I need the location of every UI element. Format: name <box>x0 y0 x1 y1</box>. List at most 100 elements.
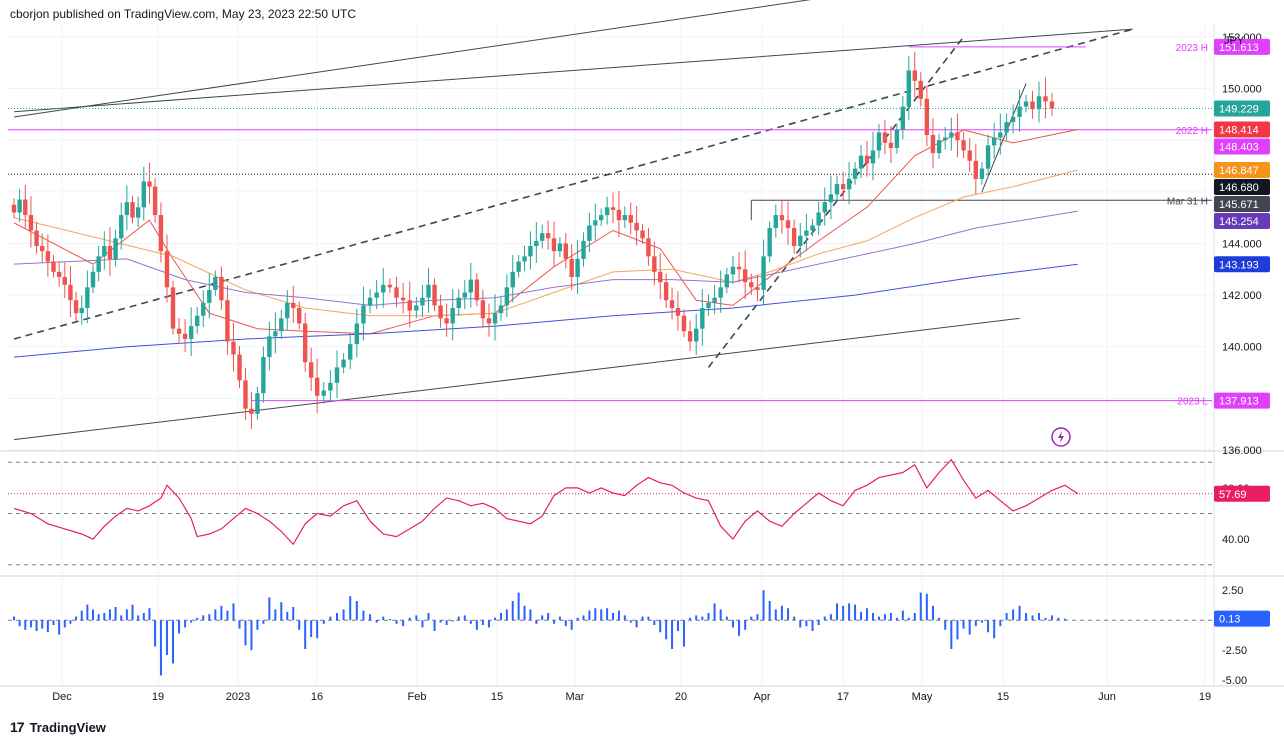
candle[interactable] <box>23 184 28 229</box>
candle[interactable] <box>164 234 170 303</box>
candle[interactable] <box>1049 92 1055 117</box>
candle[interactable] <box>1023 95 1029 113</box>
candle[interactable] <box>176 318 182 344</box>
candle[interactable] <box>255 386 260 420</box>
candle[interactable] <box>420 285 425 317</box>
candle[interactable] <box>888 125 894 164</box>
candle[interactable] <box>985 134 991 179</box>
candle[interactable] <box>604 196 610 225</box>
candle[interactable] <box>1030 90 1035 119</box>
candle[interactable] <box>785 201 791 245</box>
candle[interactable] <box>694 313 699 355</box>
candle[interactable] <box>700 289 705 346</box>
candle[interactable] <box>557 237 563 258</box>
candle[interactable] <box>973 144 979 195</box>
candle[interactable] <box>634 206 639 246</box>
candle[interactable] <box>943 127 948 150</box>
candle[interactable] <box>486 303 492 337</box>
candle[interactable] <box>616 191 622 238</box>
candle[interactable] <box>279 309 284 339</box>
candle[interactable] <box>622 206 628 228</box>
candle[interactable] <box>834 175 840 203</box>
candle[interactable] <box>107 227 113 276</box>
candle[interactable] <box>387 278 393 294</box>
candle[interactable] <box>231 322 236 372</box>
candle[interactable] <box>773 204 778 238</box>
candle[interactable] <box>96 245 101 282</box>
candle[interactable] <box>314 358 320 413</box>
candle[interactable] <box>816 201 821 235</box>
candle[interactable] <box>979 162 985 185</box>
candle[interactable] <box>906 55 912 120</box>
candle[interactable] <box>1043 77 1048 119</box>
candle[interactable] <box>528 231 533 270</box>
candle[interactable] <box>779 200 785 234</box>
candle[interactable] <box>912 51 917 98</box>
candle[interactable] <box>361 286 366 341</box>
candle[interactable] <box>195 307 200 334</box>
candle[interactable] <box>545 220 551 250</box>
candle[interactable] <box>308 347 314 391</box>
candle[interactable] <box>456 289 461 316</box>
candle[interactable] <box>534 222 539 263</box>
candle[interactable] <box>79 295 84 325</box>
candle[interactable] <box>113 229 118 267</box>
candle[interactable] <box>267 321 272 371</box>
candle[interactable] <box>462 279 467 310</box>
candle[interactable] <box>367 289 373 314</box>
candle[interactable] <box>158 202 164 263</box>
candle[interactable] <box>516 255 521 278</box>
candle[interactable] <box>45 234 51 277</box>
candle[interactable] <box>56 261 62 287</box>
candle[interactable] <box>593 203 598 241</box>
candle[interactable] <box>73 291 79 321</box>
candle[interactable] <box>414 296 419 319</box>
candle[interactable] <box>201 290 206 328</box>
candle[interactable] <box>918 72 923 107</box>
candle[interactable] <box>182 319 188 353</box>
candle[interactable] <box>669 287 675 320</box>
candle[interactable] <box>297 301 302 330</box>
candle[interactable] <box>581 232 586 267</box>
candle[interactable] <box>28 196 34 248</box>
candle[interactable] <box>1004 113 1009 141</box>
candle[interactable] <box>273 312 278 354</box>
candle[interactable] <box>924 86 930 147</box>
candle[interactable] <box>474 273 480 307</box>
candle[interactable] <box>40 233 45 263</box>
candle[interactable] <box>810 218 815 237</box>
candle[interactable] <box>321 382 326 404</box>
candle[interactable] <box>663 273 669 308</box>
candle[interactable] <box>302 312 308 372</box>
candle[interactable] <box>68 265 73 318</box>
candle[interactable] <box>894 123 900 154</box>
candle[interactable] <box>207 273 212 318</box>
candle[interactable] <box>51 255 56 278</box>
candle[interactable] <box>480 289 486 328</box>
candle[interactable] <box>610 192 616 224</box>
candle[interactable] <box>468 262 474 308</box>
candle[interactable] <box>17 188 22 222</box>
candle[interactable] <box>658 253 663 300</box>
candle[interactable] <box>967 137 972 173</box>
candle[interactable] <box>249 391 254 429</box>
candle[interactable] <box>348 333 353 370</box>
candle[interactable] <box>675 291 681 331</box>
candle[interactable] <box>687 320 693 352</box>
candle[interactable] <box>510 255 515 303</box>
candle[interactable] <box>955 113 960 158</box>
candle[interactable] <box>961 131 966 159</box>
candle[interactable] <box>628 202 633 235</box>
candle[interactable] <box>374 279 379 310</box>
candle[interactable] <box>381 267 386 308</box>
candle[interactable] <box>328 370 333 403</box>
candle[interactable] <box>291 286 296 324</box>
candle[interactable] <box>749 273 754 296</box>
candle[interactable] <box>34 222 39 254</box>
candle[interactable] <box>930 118 936 169</box>
candle[interactable] <box>341 353 346 374</box>
candle[interactable] <box>761 239 766 306</box>
candle[interactable] <box>90 265 96 294</box>
candle[interactable] <box>85 270 90 324</box>
